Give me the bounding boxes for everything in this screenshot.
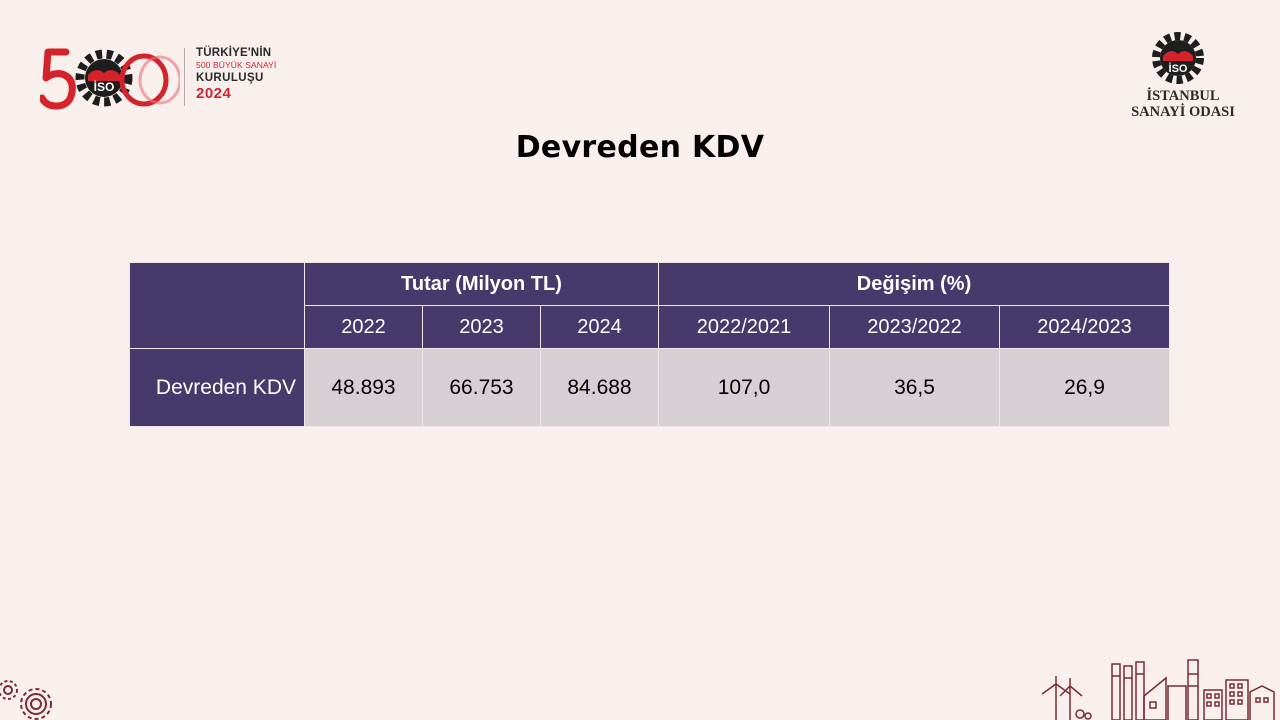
header-year-2024: 2024: [540, 305, 659, 349]
logo-500-buyuk-sanayi: İSO TÜRKİYE'NİN 500 BÜYÜK SANAYİ KURULUŞ…: [40, 44, 280, 112]
logo-year: 2024: [196, 85, 232, 102]
value-2023: 66.753: [422, 348, 541, 427]
change-2022-2021: 107,0: [658, 348, 830, 427]
logo-istanbul-sanayi-odasi: İSO İSTANBUL SANAYİ ODASI: [1108, 32, 1258, 122]
table-row: Devreden KDV 48.893 66.753 84.688 107,0 …: [129, 348, 1170, 427]
gears-icon: [0, 680, 52, 720]
header-amount-group: Tutar (Milyon TL): [304, 262, 659, 306]
iso-emblem-text: İSO: [1169, 62, 1188, 75]
row-label: Devreden KDV: [129, 348, 305, 427]
value-2024: 84.688: [540, 348, 659, 427]
logo-divider: [184, 48, 185, 106]
header-year-2023: 2023: [422, 305, 541, 349]
logo-line-2: 500 BÜYÜK SANAYİ: [196, 60, 277, 70]
logo-500-mark: İSO: [40, 48, 180, 110]
page-title: Devreden KDV: [515, 130, 765, 165]
change-2024-2023: 26,9: [999, 348, 1170, 427]
logo-line-1: TÜRKİYE'NİN: [196, 47, 272, 59]
logo-line-3: KURULUŞU: [196, 72, 264, 84]
header-period-2023-2022: 2023/2022: [829, 305, 1000, 349]
devreden-kdv-table: Tutar (Milyon TL) Değişim (%) 2022 2023 …: [129, 262, 1170, 427]
header-year-2022: 2022: [304, 305, 423, 349]
header-period-2024-2023: 2024/2023: [999, 305, 1170, 349]
table-corner-cell: [129, 262, 305, 349]
header-change-group: Değişim (%): [658, 262, 1170, 306]
logo-500-emblem-text: İSO: [94, 79, 115, 94]
iso-name-line-2: SANAYİ ODASI: [1131, 104, 1235, 120]
factory-skyline-icon: [1041, 659, 1275, 720]
iso-gear-icon: İSO: [1152, 32, 1204, 84]
change-2023-2022: 36,5: [829, 348, 1000, 427]
header-period-2022-2021: 2022/2021: [658, 305, 830, 349]
value-2022: 48.893: [304, 348, 423, 427]
iso-name-line-1: İSTANBUL: [1146, 88, 1220, 104]
